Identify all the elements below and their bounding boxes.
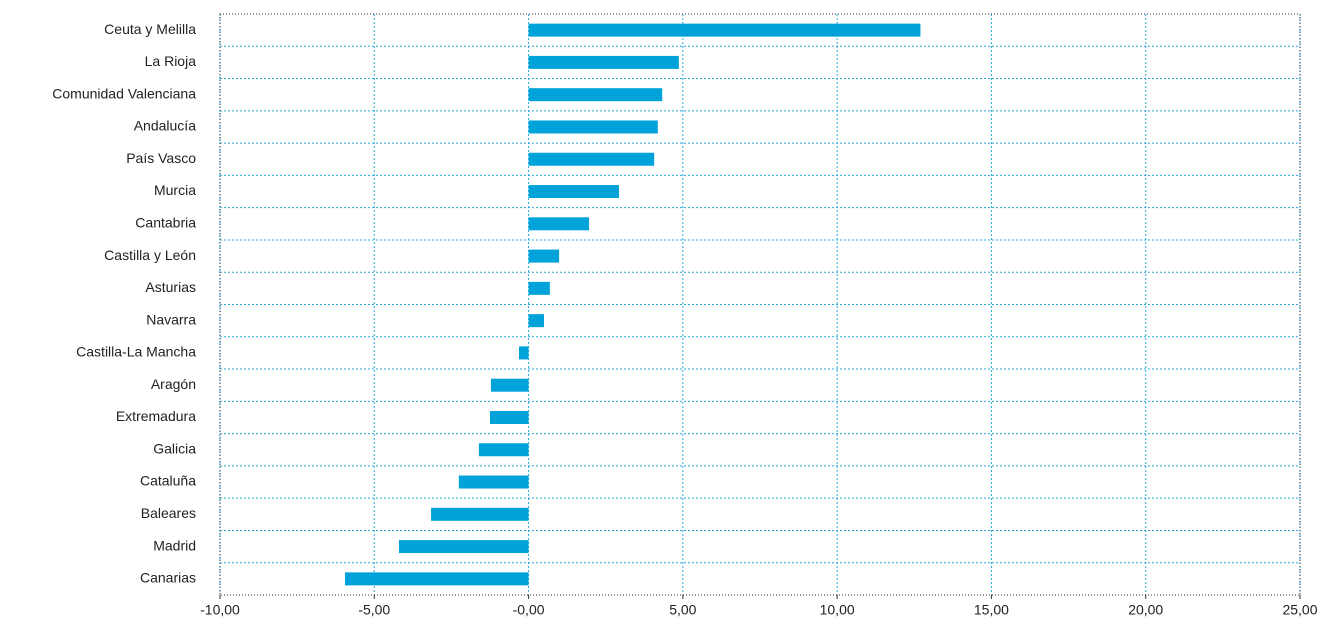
y-tick-label: Extremadura — [116, 408, 196, 424]
bar — [528, 88, 663, 102]
y-tick-label: Murcia — [154, 182, 196, 198]
bar — [458, 475, 529, 489]
plot-border — [219, 13, 1301, 596]
bar — [398, 540, 529, 554]
bar — [519, 346, 529, 360]
y-tick-label: Asturias — [145, 279, 196, 295]
bar — [490, 378, 529, 392]
y-tick-label: Galicia — [153, 440, 196, 456]
y-tick-label: Ceuta y Melilla — [104, 21, 196, 37]
bar — [528, 120, 658, 134]
x-tick-label: 10,00 — [820, 602, 855, 618]
bar — [490, 410, 529, 424]
y-tick-label: Castilla-La Mancha — [76, 344, 196, 360]
bar — [528, 217, 590, 231]
x-tick-label: 5,00 — [669, 602, 696, 618]
y-tick-label: País Vasco — [126, 150, 196, 166]
y-tick-label: Madrid — [153, 537, 196, 553]
y-tick-label: Comunidad Valenciana — [52, 85, 196, 101]
bar — [344, 572, 529, 586]
y-tick-label: Andalucía — [134, 118, 196, 134]
bar — [528, 55, 679, 69]
x-tick-label: 15,00 — [974, 602, 1009, 618]
y-tick-label: Cataluña — [140, 473, 196, 489]
bar — [528, 23, 921, 37]
bar — [478, 443, 529, 457]
bar — [528, 185, 619, 199]
bar — [528, 281, 550, 295]
y-tick-label: La Rioja — [145, 53, 197, 69]
y-tick-label: Baleares — [141, 505, 196, 521]
y-tick-label: Aragón — [151, 376, 196, 392]
bar — [528, 314, 544, 328]
y-tick-label: Castilla y León — [104, 247, 196, 263]
bar — [431, 507, 529, 521]
x-tick-label: 25,00 — [1282, 602, 1317, 618]
x-tick-label: -5,00 — [358, 602, 390, 618]
x-tick-label: 20,00 — [1128, 602, 1163, 618]
y-tick-label: Cantabria — [135, 215, 196, 231]
x-tick-label: -10,00 — [200, 602, 240, 618]
bar — [528, 152, 655, 166]
y-tick-label: Navarra — [146, 311, 196, 327]
x-tick-label: -0,00 — [513, 602, 545, 618]
y-tick-label: Canarias — [140, 570, 196, 586]
bar — [528, 249, 560, 263]
